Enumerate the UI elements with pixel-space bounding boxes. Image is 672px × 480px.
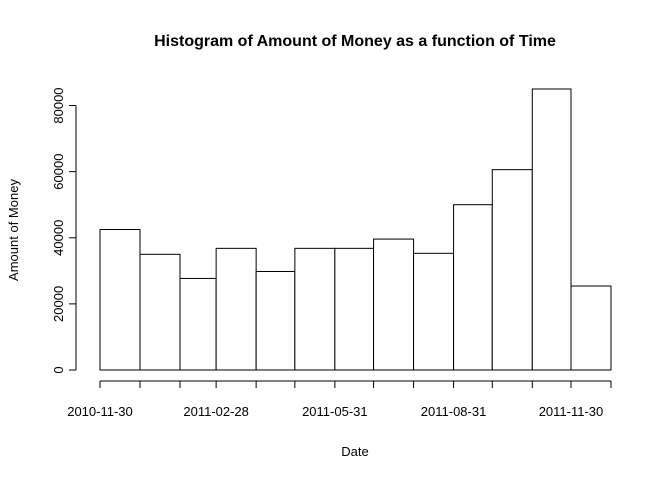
histogram-bar	[413, 252, 455, 371]
x-axis-label: Date	[341, 444, 368, 459]
y-tick-label: 40000	[51, 220, 66, 256]
histogram-bar	[139, 253, 181, 371]
y-tick-label: 20000	[51, 286, 66, 322]
x-tick-label: 2011-11-30	[539, 404, 604, 419]
x-tick-label: 2011-02-28	[183, 404, 249, 419]
chart-title: Histogram of Amount of Money as a functi…	[154, 33, 556, 50]
histogram-bar	[491, 169, 533, 371]
x-tick-label: 2011-08-31	[421, 404, 487, 419]
histogram-bar	[294, 247, 336, 371]
y-axis-label: Amount of Money	[6, 179, 21, 281]
y-tick-label: 80000	[51, 87, 66, 123]
y-tick-label: 0	[51, 366, 66, 373]
bars-group	[99, 88, 612, 371]
histogram-bar	[255, 270, 296, 371]
histogram-bar	[373, 238, 415, 371]
histogram-bar	[334, 247, 375, 371]
histogram-bar	[99, 229, 141, 371]
x-tick-label: 2011-05-31	[302, 404, 368, 419]
y-axis: 0 20000 40000 60000 80000	[51, 87, 77, 374]
histogram-bar	[179, 277, 217, 371]
y-tick-label: 60000	[51, 154, 66, 190]
x-axis: 2010-11-30 2011-02-28 2011-05-31 2011-08-31…	[67, 380, 612, 419]
histogram-bar	[570, 285, 612, 371]
histogram-bar	[453, 204, 493, 371]
histogram-bar	[215, 247, 257, 371]
histogram-bar	[531, 88, 572, 371]
x-tick-label: 2010-11-30	[67, 404, 133, 419]
